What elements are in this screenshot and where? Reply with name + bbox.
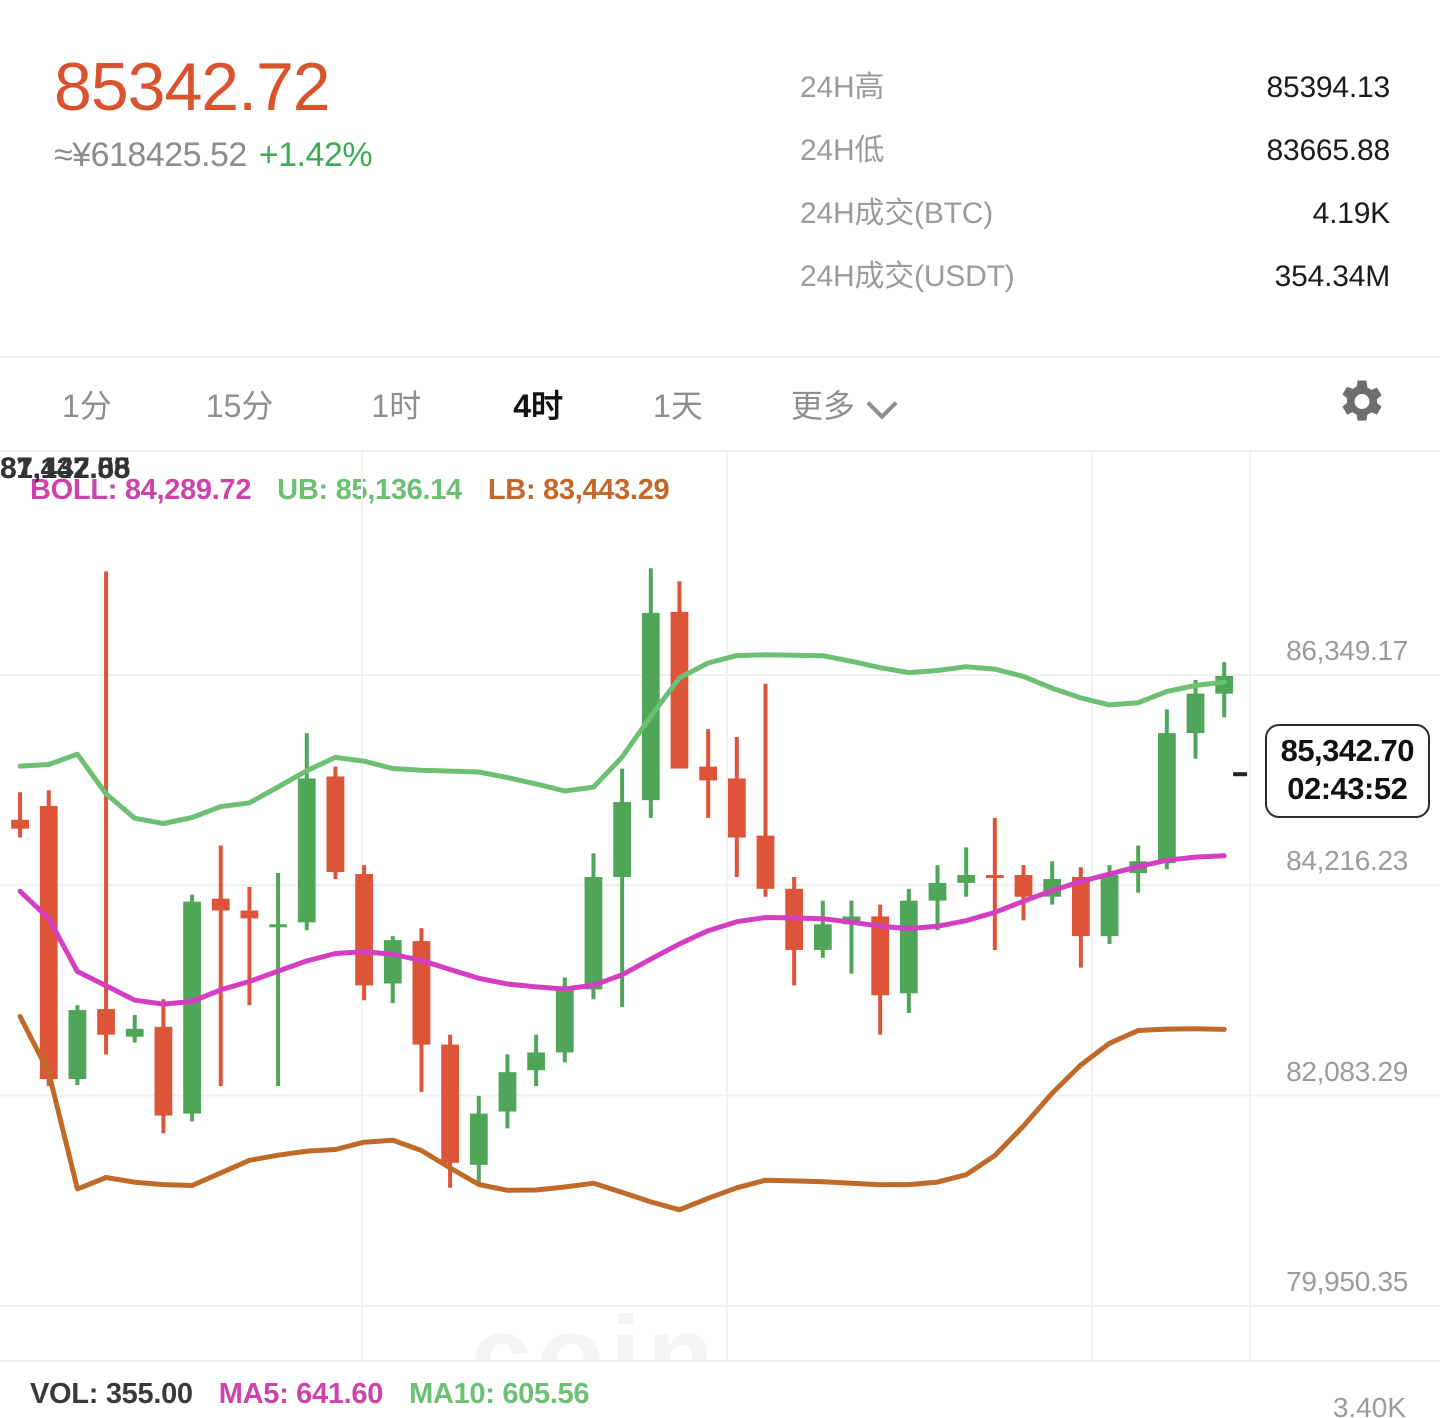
chart-plot (0, 452, 1440, 1360)
boll-indicator-legend: BOLL: 84,289.72 UB: 85,136.14 LB: 83,443.2… (30, 474, 695, 507)
stat-row-volume-btc: 24H成交(BTC) 4.19K (800, 188, 1390, 251)
fiat-price: ≈¥618425.52 (54, 136, 247, 174)
stat-value: 4.19K (1312, 197, 1391, 230)
candlestick-chart[interactable]: coin BOLL: 84,289.72 UB: 85,136.14 LB: 83,… (0, 452, 1440, 1417)
stat-label: 24H成交(BTC) (800, 197, 994, 230)
more-timeframes-button[interactable]: 更多 (791, 381, 895, 427)
vol-ma10-value: MA10: 605.56 (409, 1378, 590, 1410)
stat-value: 354.34M (1274, 260, 1391, 293)
volume-panel[interactable]: VOL: 355.00 MA5: 641.60 MA10: 605.56 3.40K (0, 1360, 1440, 1418)
stat-row-volume-usdt: 24H成交(USDT) 354.34M (800, 251, 1390, 314)
tab-1h[interactable]: 1时 (371, 388, 422, 424)
countdown-value: 02:43:52 (1287, 771, 1408, 807)
current-price-value: 85,342.70 (1280, 733, 1415, 769)
y-axis-label-3: 79,950.35 (1286, 1265, 1408, 1297)
tab-1m[interactable]: 1分 (62, 388, 112, 424)
volume-indicator-legend: VOL: 355.00 MA5: 641.60 MA10: 605.56 (30, 1378, 615, 1411)
volume-axis-label: 3.40K (1332, 1392, 1406, 1418)
boll-lower-value: LB: 83,443.29 (487, 474, 670, 506)
price-header: 85342.72 ≈¥618425.52 +1.42% 24H高 85394.13… (0, 0, 1440, 352)
stat-label: 24H低 (800, 134, 885, 167)
high-annotation-label: 87,432.05 (0, 452, 130, 485)
vol-value: VOL: 355.00 (30, 1378, 193, 1410)
stat-label: 24H高 (800, 71, 885, 104)
low-annotation-label: 81,147.58 (0, 452, 130, 485)
timeframe-tabs: 1分 15分 1时 4时 1天 更多 (0, 381, 895, 427)
stat-row-high: 24H高 85394.13 (800, 62, 1390, 125)
stat-value: 85394.13 (1266, 71, 1390, 104)
price-block: 85342.72 ≈¥618425.52 +1.42% (54, 48, 373, 176)
stat-row-low: 24H低 83665.88 (800, 125, 1390, 188)
tab-15m[interactable]: 15分 (205, 388, 274, 424)
last-price: 85342.72 (54, 49, 331, 125)
price-subline: ≈¥618425.52 +1.42% (54, 134, 373, 176)
boll-value: BOLL: 84,289.72 (30, 474, 252, 506)
timeframe-tabbar: 1分 15分 1时 4时 1天 更多 (0, 356, 1440, 452)
current-price-tag: 85,342.70 02:43:52 (1264, 724, 1430, 819)
y-axis-label-2: 82,083.29 (1286, 1055, 1408, 1087)
y-axis-label-1: 84,216.23 (1286, 845, 1408, 877)
more-label: 更多 (790, 388, 855, 424)
market-stats: 24H高 85394.13 24H低 83665.88 24H成交(BTC) 4… (800, 62, 1390, 314)
stat-value: 83665.88 (1266, 134, 1390, 167)
y-axis-label-0: 86,349.17 (1286, 635, 1408, 666)
tab-1d[interactable]: 1天 (653, 388, 703, 424)
vol-ma5-value: MA5: 641.60 (218, 1378, 384, 1410)
gear-icon[interactable] (1334, 374, 1390, 435)
change-percent: +1.42% (258, 136, 373, 174)
tab-4h[interactable]: 4时 (513, 388, 564, 424)
chevron-down-icon (869, 391, 895, 417)
boll-upper-value: UB: 85,136.14 (277, 474, 462, 506)
stat-label: 24H成交(USDT) (800, 260, 1015, 293)
